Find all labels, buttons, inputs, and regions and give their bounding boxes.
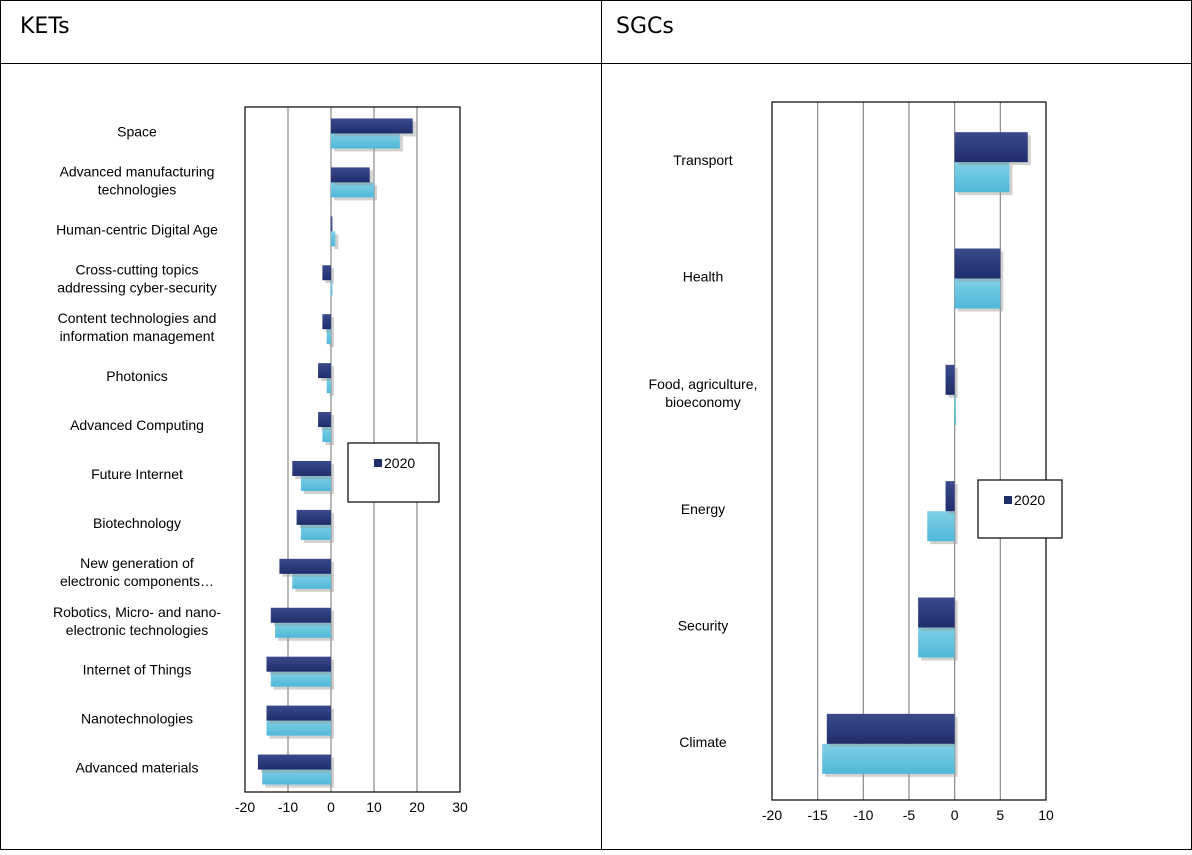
- plot-area-frame: [244, 106, 461, 793]
- bar-2020: [945, 481, 955, 512]
- x-tick-label: -20: [762, 807, 782, 823]
- sgcs-chart: -20 -15 -10 -5 0 5 10 Transport Health Food, agri…: [649, 101, 1063, 823]
- x-tick-label: 0: [951, 807, 959, 823]
- bar-series-2: [822, 743, 955, 774]
- bar-shadow: [334, 234, 339, 250]
- bar-2020: [257, 754, 331, 770]
- category-label: Photonics: [106, 368, 167, 384]
- bar-series-2: [326, 378, 331, 394]
- category-label: electronic technologies: [66, 622, 208, 638]
- legend-box: [977, 479, 1063, 539]
- kets-chart: -20 -10 0 10 20 30 Space Advanced manufacturing…: [53, 106, 468, 815]
- bar-2020: [954, 132, 1028, 163]
- legend-box: [347, 442, 440, 503]
- bar-2020: [296, 509, 331, 525]
- category-label: addressing cyber-security: [57, 279, 217, 295]
- x-tick-label: -10: [853, 807, 873, 823]
- category-label: electronic components…: [60, 573, 214, 589]
- bar-2020: [918, 597, 955, 628]
- x-tick-label: -10: [278, 799, 298, 815]
- bar-2020: [331, 118, 413, 134]
- category-label: Internet of Things: [83, 662, 192, 678]
- bar-series-2: [266, 720, 331, 736]
- bar-series-2: [300, 475, 331, 491]
- category-label: Food, agriculture,: [649, 376, 758, 392]
- bar-2020: [954, 248, 1001, 279]
- bar-2020: [330, 216, 333, 232]
- x-tick-label: -20: [235, 799, 255, 815]
- x-tick-label: 5: [996, 807, 1004, 823]
- category-label: Cross-cutting topics: [76, 261, 199, 277]
- bar-series-2: [927, 511, 955, 542]
- bar-2020: [331, 167, 370, 183]
- bar-2020: [279, 558, 331, 574]
- bar-2020: [270, 607, 331, 623]
- x-tick-label: -5: [903, 807, 916, 823]
- x-tick-label: 10: [1038, 807, 1054, 823]
- legend-swatch: [374, 459, 382, 467]
- bar-series-2: [322, 427, 331, 443]
- bar-series-2: [954, 278, 1001, 309]
- legend-label: 2020: [384, 455, 415, 471]
- x-tick-label: -15: [808, 807, 828, 823]
- bar-2020: [266, 705, 331, 721]
- category-label: information management: [60, 328, 215, 344]
- bar-series-2: [292, 573, 331, 589]
- bar-series-2: [331, 133, 400, 149]
- bar-shadow: [329, 332, 334, 348]
- bar-series-2: [275, 622, 331, 638]
- category-label: Security: [678, 618, 729, 634]
- bar-2020: [318, 412, 331, 428]
- category-label: Health: [683, 269, 723, 285]
- bar-2020: [945, 364, 955, 395]
- category-label: Transport: [673, 152, 733, 168]
- category-label: Nanotechnologies: [81, 711, 193, 727]
- category-label: Energy: [681, 501, 725, 517]
- category-label: Biotechnology: [93, 515, 181, 531]
- bar-series-2: [330, 280, 333, 296]
- bar-series-2: [270, 671, 331, 687]
- bar-2020: [322, 314, 331, 330]
- legend-swatch: [1004, 496, 1012, 504]
- bar-2020: [322, 265, 331, 281]
- category-label: New generation of: [80, 555, 194, 571]
- bar-2020: [826, 713, 955, 744]
- category-label: Content technologies and: [58, 310, 217, 326]
- kets-panel-title: KETs: [20, 14, 70, 39]
- category-label: Future Internet: [91, 466, 183, 482]
- bar-series-2: [300, 524, 331, 540]
- category-label: Advanced Computing: [70, 417, 204, 433]
- x-tick-label: 10: [366, 799, 382, 815]
- bar-shadow: [329, 381, 334, 397]
- category-label: Advanced manufacturing: [60, 163, 215, 179]
- sgcs-panel-title: SGCs: [616, 14, 674, 39]
- bar-series-2: [262, 769, 331, 785]
- category-label: bioeconomy: [665, 394, 741, 410]
- bar-series-2: [954, 162, 1010, 193]
- category-label: technologies: [98, 181, 177, 197]
- bar-2020: [266, 656, 331, 672]
- bar-series-2: [326, 329, 331, 345]
- x-tick-label: 0: [327, 799, 335, 815]
- bar-2020: [318, 363, 331, 379]
- category-label: Space: [117, 123, 157, 139]
- x-tick-label: 20: [409, 799, 425, 815]
- bar-series-2: [331, 231, 336, 247]
- bar-2020: [292, 460, 331, 476]
- category-label: Human-centric Digital Age: [56, 221, 218, 237]
- legend-label: 2020: [1014, 492, 1045, 508]
- bar-series-2: [954, 394, 957, 425]
- plot-area-frame: [771, 101, 1047, 801]
- category-label: Climate: [679, 734, 727, 750]
- bar-series-2: [331, 182, 374, 198]
- bar-series-2: [918, 627, 955, 658]
- category-label: Advanced materials: [76, 760, 199, 776]
- category-label: Robotics, Micro- and nano-: [53, 604, 221, 620]
- x-tick-label: 30: [452, 799, 468, 815]
